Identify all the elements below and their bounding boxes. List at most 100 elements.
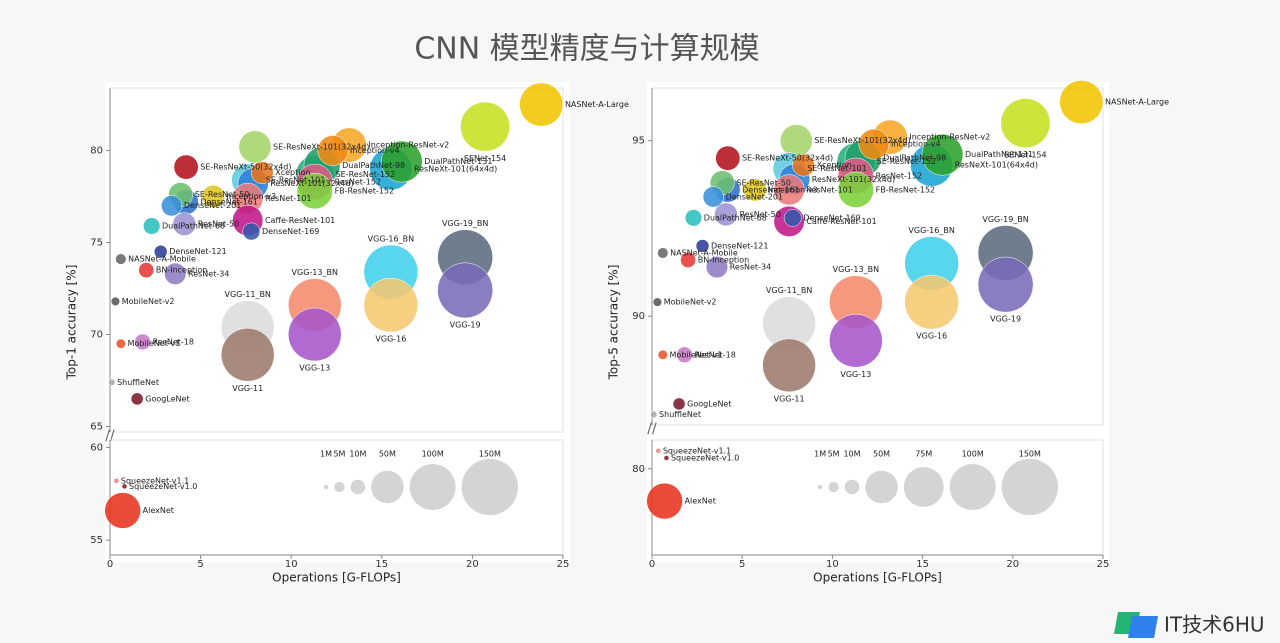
point-label: VGG-16 [916,332,947,341]
point-label: VGG-13_BN [292,268,338,277]
point-label: Inception-v4 [350,146,400,155]
y-tick-label: 95 [632,136,645,147]
size-legend-label: 5M [828,450,840,459]
x-tick-label: 15 [916,559,929,570]
bubble [161,195,183,217]
point-label: VGG-19 [450,320,481,329]
point-label: SE-ResNeXt-50(32x4d) [742,154,833,163]
point-label: SE-ResNet-101 [807,164,867,173]
point-label: Inception-v3 [227,192,277,201]
bubble [104,492,141,529]
point-label: SqueezeNet-v1.1 [663,446,731,455]
points [650,80,1104,418]
bubble [121,483,128,490]
size-legend-bubble [409,464,456,510]
y-tick-label: 70 [90,330,103,341]
bubble [773,174,805,206]
x-tick-label: 25 [1097,559,1110,570]
point-label: Xception [275,168,310,177]
point-label: GoogLeNet [687,399,731,408]
point-label: ResNet-18 [694,350,735,359]
slide-title: CNN 模型精度与计算规模 [414,32,759,67]
point-label: DualPathNet-68 [162,221,225,230]
x-tick-label: 5 [739,559,745,570]
axis-break: // [647,421,657,437]
bubble [460,101,510,152]
x-axis-label: Operations [G-FLOPs] [272,571,401,585]
bubble [657,247,669,259]
point-label: ResNet-101 [265,194,312,203]
bubble [287,307,342,362]
point-label: VGG-13_BN [833,265,879,274]
size-legend-bubble [371,470,404,504]
point-label: BN-Inception [156,266,208,275]
point-label: MobileNet-v1 [128,339,181,348]
bubble [143,217,161,235]
point-label: DenseNet-169 [262,227,319,236]
x-tick-label: 10 [826,559,839,570]
bubble [783,209,802,227]
x-tick-label: 0 [649,559,655,570]
point-label: SE-ResNet-50 [737,178,791,187]
point-label: DualPathNet-98 [883,154,946,163]
axis-break: // [105,428,115,444]
bubble [130,392,144,406]
size-legend-label: 75M [915,450,932,459]
bubble [977,256,1034,313]
size-legend-label: 10M [349,450,366,459]
size-legend-bubble [828,481,839,493]
bubble [921,133,964,176]
size-legend-bubble [1001,458,1058,516]
point-label: SE-ResNet-152 [336,170,396,179]
point-label: BN-Inception [698,256,750,265]
point-label: SENet-154 [1004,150,1046,159]
bubble [672,397,686,411]
point-label: SqueezeNet-v1.0 [671,453,739,462]
bubble [792,153,815,177]
bubble [829,313,883,368]
point-label: SENet-154 [464,154,506,163]
point-label: DenseNet-121 [169,247,226,256]
bubble [705,255,728,279]
point-label: SE-ResNet-152 [877,157,937,166]
bubble [650,410,658,418]
point-label: VGG-16_BN [368,234,414,243]
point-label: MobileNet-v1 [670,350,723,359]
logo [1114,612,1158,638]
point-label: DenseNet-201 [184,201,241,210]
point-label: ResNeXt-101(64x4d) [955,161,1038,170]
point-label: Caffe-ResNet-101 [265,216,335,225]
bubble [250,161,274,184]
point-label: ResNet-50 [739,210,780,219]
point-label: VGG-11_BN [766,286,812,295]
bubble [134,333,151,351]
bubble [242,222,261,241]
y-tick-label: 80 [90,146,103,157]
bubble [684,209,703,227]
point-label: VGG-11 [774,394,805,403]
point-label: FB-ResNet-152 [876,185,935,194]
point-label: Inception-v4 [891,140,941,149]
point-label: ShuffleNet [117,378,159,387]
points [104,478,141,529]
point-label: Inception-v3 [768,185,818,194]
point-label: DenseNet-161 [742,185,799,194]
size-legend-bubble [903,467,944,507]
point-label: SE-ResNeXt-101(32x4d) [273,142,369,151]
point-label: VGG-19_BN [982,215,1028,224]
bubble [110,296,120,306]
y-axis-label: Top-1 accuracy [%] [65,265,79,381]
point-label: VGG-16 [375,335,406,344]
bubble [238,130,272,164]
x-tick-label: 20 [1006,559,1019,570]
point-label: DenseNet-121 [711,241,768,250]
point-labels: VGG-19_BN VGG-19 VGG-16_BN VGG-16 VGG-13_BN V… [117,100,629,403]
point-label: GoogLeNet [145,394,189,403]
bubble [858,128,890,160]
bubble [380,140,423,183]
point-label: VGG-13 [840,370,871,379]
footer-text: IT技术6HU [1164,613,1265,637]
point-label: Inception-ResNet-v2 [368,141,449,150]
bubble [837,171,874,208]
